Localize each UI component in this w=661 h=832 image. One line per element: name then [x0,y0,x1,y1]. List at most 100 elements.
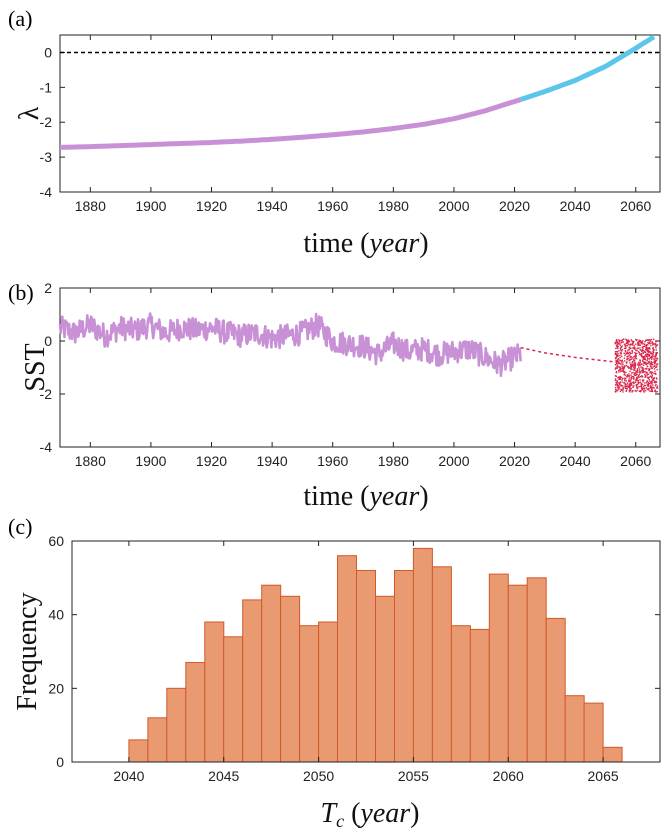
panel-b-scatter-point [618,386,620,389]
panel-b-scatter-point [616,390,618,392]
panel-b-scatter-point [635,370,638,372]
panel-b-scatter-point [641,370,644,372]
panel-b-scatter-point [638,385,640,388]
panel-b-scatter-point [639,353,641,356]
panel-b-scatter-point [655,355,657,358]
panel-b-scatter-point [623,382,625,384]
panel-b-scatter-point [645,347,648,349]
panel-c-xtick-label: 2055 [398,768,429,784]
panel-c-xtick-label: 2040 [113,768,144,784]
panel-b-scatter-point [622,387,624,390]
panel-b-scatter-point [636,389,639,391]
panel-b-scatter-point [638,339,640,341]
panel-b-scatter-point [622,386,624,389]
panel-b-scatter-point [633,369,635,372]
panel-b-scatter-point [633,385,635,387]
panel-b-scatter-point [621,341,623,344]
panel-b-scatter-point [641,367,643,370]
panel-b-scatter-point [630,364,632,366]
panel-b-scatter-point [646,350,649,352]
panel-b-scatter-point [637,382,639,385]
panel-b-scatter-point [632,346,634,349]
panel-b-scatter-point [642,379,644,382]
panel-b-scatter-point [647,381,650,384]
panel-b-scatter-point [650,385,652,387]
panel-b-scatter-point [619,356,621,359]
panel-b-scatter-point [652,350,654,353]
panel-b-scatter-point [654,361,656,363]
panel-b-scatter-point [653,357,655,360]
panel-b-scatter-point [623,368,625,371]
panel-b-scatter-point [642,381,644,383]
panel-b-scatter-point [656,357,658,360]
panel-b-scatter-point [625,389,628,392]
panel-b-scatter-point [655,354,657,356]
panel-a-xtick-label: 1940 [257,198,288,214]
panel-b-scatter-point [651,358,653,360]
panel-b-scatter-point [629,362,631,364]
panel-b-scatter-point [617,366,620,368]
panel-b-scatter-point [652,363,654,366]
panel-a-series-1-line [519,34,656,102]
panel-b-scatter-point [646,355,648,357]
panel-b-scatter-point [621,381,623,383]
panel-b-scatter-point [655,391,657,393]
panel-b-scatter-point [645,339,647,341]
panel-b-scatter-point [649,341,651,343]
panel-b-scatter-point [639,347,641,349]
panel-b-scatter-point [615,375,617,377]
panel-b-scatter-point [615,367,617,369]
panel-c-histogram-bar [261,584,282,763]
panel-b-scatter-point [636,379,638,381]
panel-c-histogram-bar [337,555,357,763]
panel-a-xtick-label: 1880 [75,198,106,214]
panel-b-scatter-point [650,357,652,359]
panel-b-scatter-point [654,385,657,387]
panel-b-scatter-point [623,343,626,345]
panel-c-histogram-bar [204,621,225,763]
panel-b-scatter-point [614,375,617,377]
panel-b-scatter-point [635,343,637,345]
panel-b-scatter-point [636,352,638,355]
panel-b-scatter-point [635,372,637,374]
panel-b-scatter-point [632,386,634,388]
panel-b-scatter-point [629,351,631,353]
panel-b-scatter-point [632,343,634,345]
panel-b-scatter-point [624,354,626,357]
panel-b-scatter-point [617,347,619,350]
panel-b-scatter-point [620,361,623,363]
panel-b-scatter-point [645,372,647,374]
panel-c-histogram-bar [564,695,585,763]
panel-b-scatter-point [619,375,622,378]
panel-b-scatter-point [626,343,629,345]
panel-b-scatter-point [617,345,620,348]
panel-b-scatter-point [619,382,621,385]
panel-b-scatter-point [644,358,646,361]
panel-b-observed-series [58,312,522,378]
panel-b-scatter-point [633,378,635,380]
panel-b-scatter-point [646,354,648,356]
panel-b-scatter-point [656,386,658,389]
panel-b-xtick-label: 2040 [560,453,591,469]
panel-b-scatter-point [637,361,640,364]
panel-b-scatter-point [655,351,657,354]
panel-c-histogram-bar [128,739,149,763]
panel-b-scatter-point [654,360,656,362]
panel-b-scatter-point [636,377,639,380]
panel-b-scatter-point [624,378,626,381]
panel-b-scatter-point [635,357,638,360]
panel-b-scatter-point [629,389,631,391]
panel-c-ytick-label: 40 [48,607,64,623]
panel-b-scatter-point [624,383,626,386]
panel-b-scatter-point [619,378,621,380]
panel-b-scatter-point [638,365,640,367]
panel-b-scatter-point [626,352,628,354]
panel-b-projection-dashed-line [520,346,618,363]
panel-b-scatter-point [634,365,636,368]
panel-b-scatter-point [634,379,637,381]
panel-b-scatter-point [640,354,642,356]
panel-b-scatter-point [622,389,624,391]
panel-b-scatter-point [632,381,635,383]
panel-b-scatter-point [646,356,649,358]
